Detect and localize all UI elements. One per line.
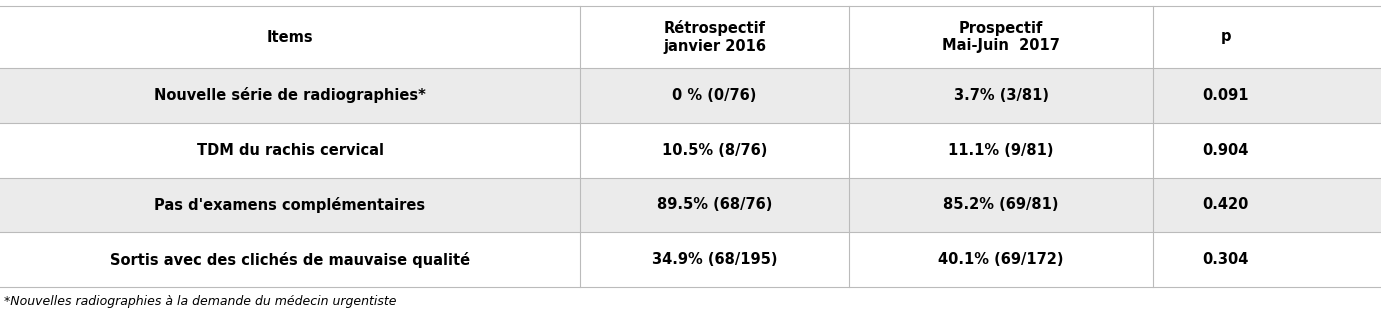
Text: 0 % (0/76): 0 % (0/76)	[673, 88, 757, 103]
Bar	[0, 177, 1381, 232]
Text: TDM du rachis cervical: TDM du rachis cervical	[196, 143, 384, 158]
Text: Nouvelle série de radiographies*: Nouvelle série de radiographies*	[155, 87, 425, 104]
Text: *Nouvelles radiographies à la demande du médecin urgentiste: *Nouvelles radiographies à la demande du…	[4, 294, 396, 307]
Text: 89.5% (68/76): 89.5% (68/76)	[657, 197, 772, 212]
Text: Pas d'examens complémentaires: Pas d'examens complémentaires	[155, 197, 425, 213]
Text: 0.091: 0.091	[1203, 88, 1248, 103]
Bar	[0, 232, 1381, 287]
Text: p: p	[1221, 29, 1230, 44]
Text: 0.904: 0.904	[1203, 143, 1248, 158]
Text: 0.304: 0.304	[1203, 252, 1248, 267]
Text: 34.9% (68/195): 34.9% (68/195)	[652, 252, 778, 267]
Text: Sortis avec des clichés de mauvaise qualité: Sortis avec des clichés de mauvaise qual…	[110, 252, 470, 268]
Bar	[0, 68, 1381, 123]
Text: Prospectif
Mai-Juin  2017: Prospectif Mai-Juin 2017	[942, 21, 1061, 53]
Text: 11.1% (9/81): 11.1% (9/81)	[949, 143, 1054, 158]
Text: 3.7% (3/81): 3.7% (3/81)	[954, 88, 1048, 103]
Text: 40.1% (69/172): 40.1% (69/172)	[939, 252, 1063, 267]
Text: 10.5% (8/76): 10.5% (8/76)	[661, 143, 768, 158]
Text: Items: Items	[267, 29, 313, 44]
Text: 0.420: 0.420	[1203, 197, 1248, 212]
Bar	[0, 123, 1381, 177]
Bar	[0, 6, 1381, 68]
Text: 85.2% (69/81): 85.2% (69/81)	[943, 197, 1059, 212]
Text: Rétrospectif
janvier 2016: Rétrospectif janvier 2016	[663, 20, 766, 54]
